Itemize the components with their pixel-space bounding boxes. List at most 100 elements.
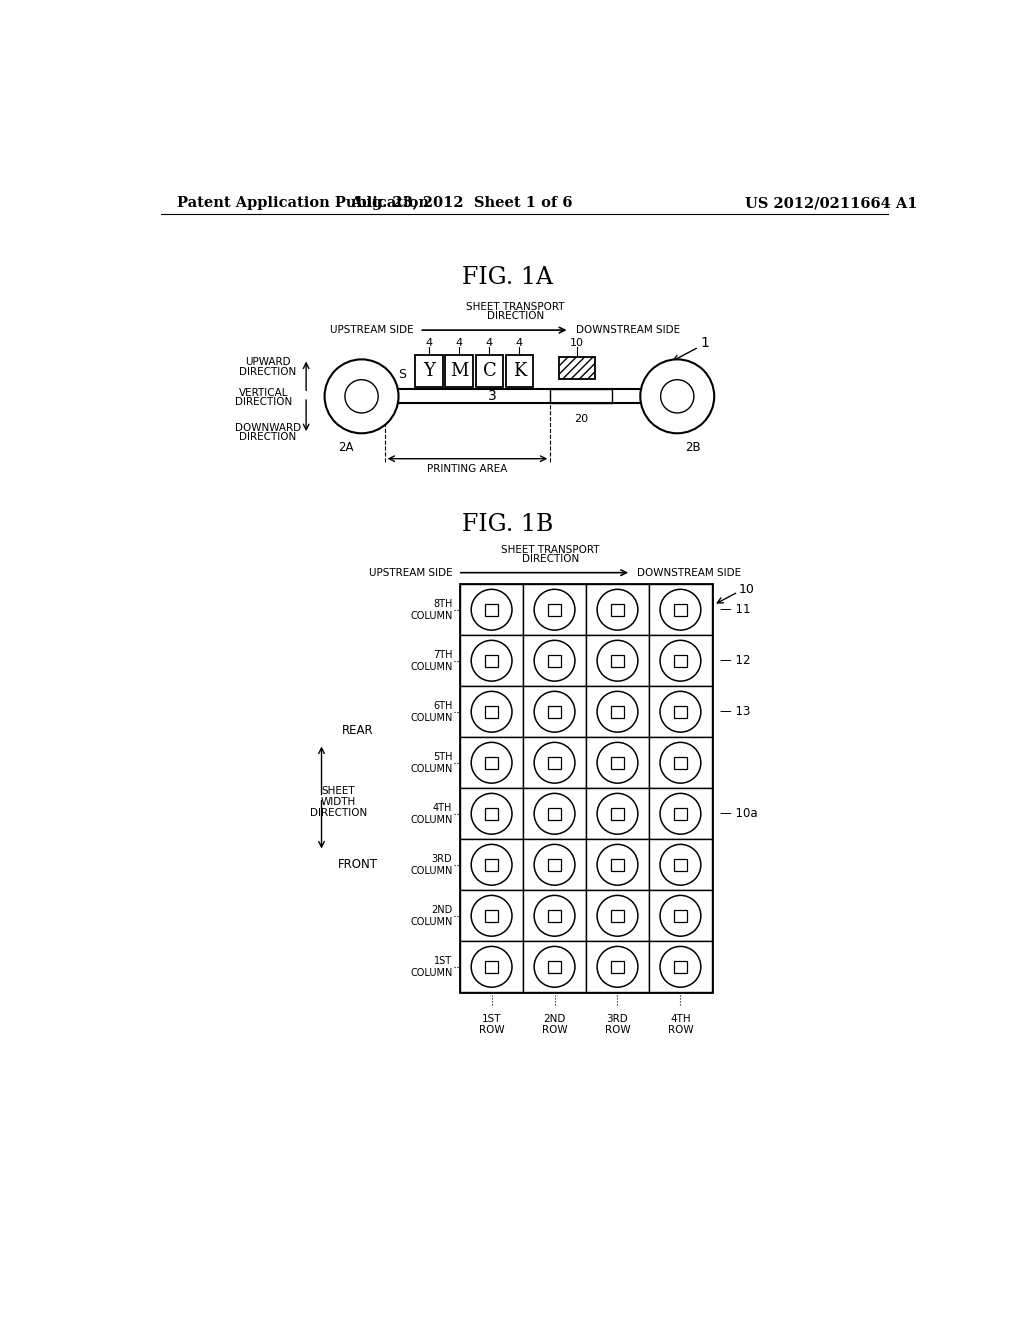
Text: M: M <box>451 362 469 380</box>
Text: 4TH
COLUMN: 4TH COLUMN <box>410 803 453 825</box>
Text: K: K <box>513 362 526 380</box>
Circle shape <box>471 589 512 630</box>
Bar <box>475 355 503 387</box>
Circle shape <box>535 946 574 987</box>
Bar <box>586 738 649 788</box>
Bar <box>586 840 649 890</box>
Text: C: C <box>482 362 497 380</box>
Circle shape <box>597 589 638 630</box>
Circle shape <box>597 692 638 733</box>
Bar <box>586 585 649 635</box>
Circle shape <box>325 359 398 433</box>
Text: 20: 20 <box>573 413 588 424</box>
Circle shape <box>660 692 700 733</box>
Bar <box>611 655 624 667</box>
Text: DIRECTION: DIRECTION <box>487 312 544 321</box>
Circle shape <box>660 895 700 936</box>
Circle shape <box>597 742 638 783</box>
Text: Patent Application Publication: Patent Application Publication <box>177 197 429 210</box>
Circle shape <box>640 359 714 433</box>
Text: UPSTREAM SIDE: UPSTREAM SIDE <box>331 325 414 335</box>
Text: FIG. 1B: FIG. 1B <box>462 512 554 536</box>
Circle shape <box>535 692 574 733</box>
Bar <box>523 738 586 788</box>
Text: — 10a: — 10a <box>720 808 757 820</box>
Bar <box>649 890 712 941</box>
Bar <box>460 585 712 993</box>
Bar <box>649 738 712 788</box>
Text: DIRECTION: DIRECTION <box>236 397 293 408</box>
Bar <box>485 808 498 820</box>
Bar <box>485 655 498 667</box>
Text: 1: 1 <box>700 337 710 350</box>
Bar <box>460 840 523 890</box>
Text: 3RD
ROW: 3RD ROW <box>605 1014 631 1035</box>
Bar <box>523 686 586 738</box>
Text: REAR: REAR <box>342 723 374 737</box>
Bar <box>586 941 649 993</box>
Bar <box>611 603 624 616</box>
Bar <box>460 738 523 788</box>
Bar <box>523 890 586 941</box>
Bar <box>559 358 595 379</box>
Text: UPSTREAM SIDE: UPSTREAM SIDE <box>369 568 453 578</box>
Bar <box>523 840 586 890</box>
Bar <box>523 585 586 635</box>
Text: UPWARD: UPWARD <box>245 358 291 367</box>
Circle shape <box>660 640 700 681</box>
Circle shape <box>471 845 512 886</box>
Bar <box>460 788 523 840</box>
Bar <box>611 756 624 768</box>
Text: 2A: 2A <box>338 441 354 454</box>
Bar <box>675 808 686 820</box>
Text: — 13: — 13 <box>720 705 750 718</box>
Text: 3: 3 <box>488 389 497 404</box>
Bar <box>460 941 523 993</box>
Circle shape <box>597 895 638 936</box>
Bar <box>549 961 561 973</box>
Text: 2ND
COLUMN: 2ND COLUMN <box>410 906 453 927</box>
Bar <box>586 635 649 686</box>
Bar <box>523 941 586 993</box>
Bar <box>506 355 534 387</box>
Text: 7TH
COLUMN: 7TH COLUMN <box>410 649 453 672</box>
Bar <box>649 788 712 840</box>
Text: PRINTING AREA: PRINTING AREA <box>427 465 508 474</box>
Circle shape <box>660 742 700 783</box>
Bar <box>549 603 561 616</box>
Text: DIRECTION: DIRECTION <box>521 554 579 564</box>
Circle shape <box>660 946 700 987</box>
Bar <box>675 961 686 973</box>
Bar <box>460 890 523 941</box>
Text: SHEET TRANSPORT: SHEET TRANSPORT <box>466 302 565 312</box>
Text: DIRECTION: DIRECTION <box>239 367 296 376</box>
Text: DOWNSTREAM SIDE: DOWNSTREAM SIDE <box>575 325 680 335</box>
Bar <box>549 808 561 820</box>
Bar <box>611 706 624 718</box>
Circle shape <box>471 793 512 834</box>
Text: 4TH
ROW: 4TH ROW <box>668 1014 693 1035</box>
Bar <box>611 961 624 973</box>
Circle shape <box>471 742 512 783</box>
Bar <box>586 890 649 941</box>
Circle shape <box>471 692 512 733</box>
Circle shape <box>597 845 638 886</box>
Bar <box>675 603 686 616</box>
Circle shape <box>535 845 574 886</box>
Text: DOWNSTREAM SIDE: DOWNSTREAM SIDE <box>637 568 741 578</box>
Text: FRONT: FRONT <box>338 858 378 871</box>
Bar <box>485 909 498 921</box>
Bar <box>675 909 686 921</box>
Bar <box>586 788 649 840</box>
Circle shape <box>471 895 512 936</box>
Bar <box>549 655 561 667</box>
Bar <box>649 840 712 890</box>
Bar <box>675 858 686 871</box>
Bar <box>485 858 498 871</box>
Bar <box>611 808 624 820</box>
Text: S: S <box>398 367 407 380</box>
Bar <box>649 941 712 993</box>
Text: 2B: 2B <box>685 441 700 454</box>
Bar <box>586 686 649 738</box>
Circle shape <box>535 895 574 936</box>
